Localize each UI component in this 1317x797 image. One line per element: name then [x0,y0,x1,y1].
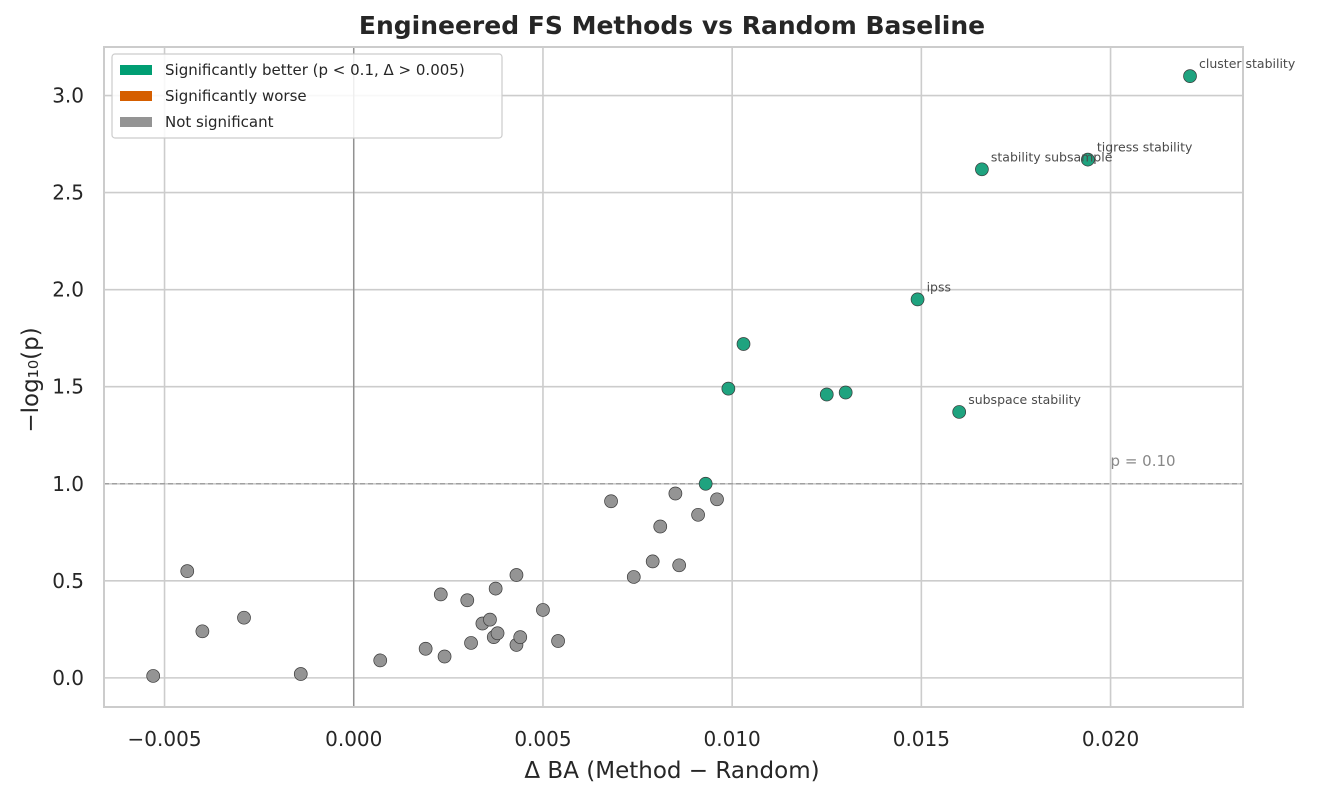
data-point [509,568,524,582]
data-point [146,669,161,683]
threshold-label: p = 0.10 [1111,452,1176,470]
data-point [604,494,618,509]
x-axis-label: Δ BA (Method − Random) [524,758,819,784]
y-tick-label: 2.0 [52,278,84,302]
point-label: tigress stability [1097,140,1193,155]
data-point [418,641,433,656]
gridlines [104,47,1243,707]
data-points [146,69,1197,683]
data-point [691,507,705,522]
y-axis-label: −log₁₀(p) [18,327,44,432]
legend-box [111,53,503,139]
y-tick-label: 3.0 [52,84,84,108]
x-tick-label: −0.005 [128,727,202,751]
data-point [483,612,497,627]
data-point [536,603,550,617]
legend: Significantly better (p < 0.1, Δ > 0.005… [111,53,503,139]
data-point [698,476,713,491]
plot-frame [103,46,1244,708]
point-label: cluster stability [1199,56,1296,71]
data-point [180,564,195,578]
data-point [373,653,388,668]
legend-swatch [120,117,152,127]
legend-label: Significantly worse [165,87,307,105]
data-point [838,385,853,400]
point-label: stability subsample [991,149,1113,164]
data-point [433,587,448,602]
data-point [710,492,724,507]
data-point [975,162,989,177]
data-point [645,554,660,569]
data-point [464,636,478,650]
data-point [195,624,210,639]
data-point [237,610,251,625]
point-annotations: cluster stability tigress stabilitystabil… [927,56,1296,407]
y-tick-labels: 0.0 0.5 1.0 1.5 2.0 2.5 3.0 [52,84,84,690]
x-tick-label: 0.015 [893,727,950,751]
data-point [437,649,452,664]
data-point [551,634,565,648]
point-label: ipss [927,279,951,294]
reference-lines: p = 0.10 [104,47,1243,707]
data-point [952,405,967,419]
chart-title: Engineered FS Methods vs Random Baseline [359,11,985,40]
y-tick-label: 1.0 [52,472,84,496]
y-tick-label: 1.5 [52,375,84,399]
y-tick-label: 2.5 [52,181,84,205]
data-point [1183,69,1197,83]
data-point [910,292,925,307]
x-tick-label: 0.010 [704,727,761,751]
plot-area [104,47,1243,707]
data-point [460,593,475,608]
data-point [490,626,505,641]
x-tick-label: 0.000 [325,727,382,751]
legend-label: Significantly better (p < 0.1, Δ > 0.005… [165,61,465,79]
x-tick-label: 0.005 [514,727,571,751]
data-point [736,337,751,351]
x-tick-labels: −0.005 0.000 0.005 0.010 0.015 0.020 [128,727,1140,751]
data-point [668,486,683,501]
data-point [293,667,308,681]
data-point [653,519,668,534]
data-point [819,387,834,402]
data-point [672,558,687,573]
x-tick-label: 0.020 [1082,727,1139,751]
data-point [488,581,503,596]
data-point [626,570,641,584]
data-point [721,381,736,396]
point-label: subspace stability [968,392,1081,407]
y-tick-label: 0.5 [52,569,84,593]
data-point [513,630,528,644]
legend-swatch [120,65,152,75]
legend-label: Not significant [165,113,274,131]
y-tick-label: 0.0 [52,666,84,690]
legend-swatch [120,91,152,101]
data-point [1081,152,1095,167]
